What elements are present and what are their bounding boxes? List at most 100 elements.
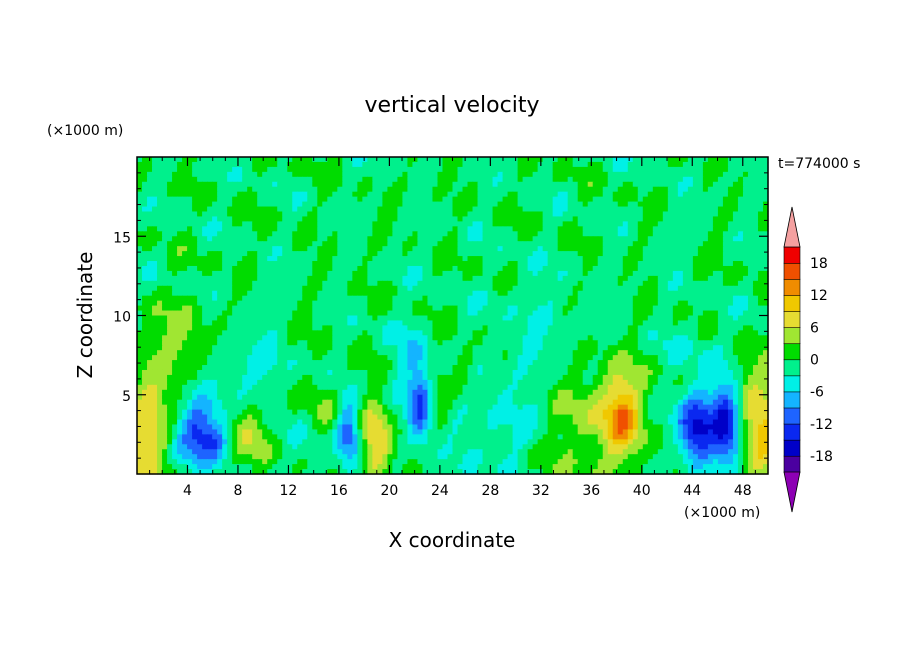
contour-cell (577, 231, 584, 237)
contour-cell (527, 270, 534, 277)
contour-cell (347, 166, 353, 173)
contour-cell (712, 221, 719, 227)
contour-cell (192, 176, 198, 183)
contour-cell (302, 191, 308, 198)
contour-cell (457, 157, 464, 163)
contour-cell (742, 285, 749, 292)
contour-cell (437, 256, 444, 262)
contour-cell (512, 226, 519, 232)
contour-cell (667, 241, 674, 247)
contour-cell (237, 345, 243, 351)
contour-cell (162, 201, 168, 208)
contour-cell (657, 280, 664, 287)
contour-cell (487, 221, 494, 227)
contour-cell (142, 345, 148, 351)
contour-cell (347, 231, 353, 237)
contour-cell (262, 285, 268, 292)
contour-cell (152, 275, 158, 282)
contour-cell (207, 275, 213, 282)
contour-cell (412, 295, 419, 302)
contour-cell (462, 325, 469, 331)
contour-cell (152, 231, 158, 237)
contour-cell (157, 315, 163, 322)
contour-cell (642, 186, 649, 193)
contour-cell (442, 300, 449, 307)
contour-cell (227, 181, 233, 188)
contour-cell (177, 310, 183, 317)
contour-cell (282, 226, 288, 232)
contour-cell (537, 181, 544, 188)
contour-cell (642, 246, 649, 252)
contour-cell (572, 265, 579, 272)
contour-cell (342, 216, 348, 222)
contour-cell (567, 295, 574, 302)
contour-cell (432, 241, 439, 247)
contour-cell (707, 196, 714, 203)
contour-cell (317, 280, 323, 287)
contour-cell (627, 157, 634, 163)
contour-cell (197, 241, 203, 247)
contour-cell (502, 340, 509, 346)
contour-cell (432, 265, 439, 272)
contour-cell (527, 196, 534, 203)
contour-cell (682, 280, 689, 287)
contour-cell (472, 181, 479, 188)
contour-cell (222, 201, 228, 208)
contour-cell (712, 275, 719, 282)
contour-cell (362, 216, 368, 222)
contour-cell (412, 261, 419, 267)
contour-cell (652, 270, 659, 277)
contour-cell (487, 166, 494, 173)
contour-cell (182, 236, 188, 242)
contour-cell (262, 236, 268, 242)
contour-cell (292, 280, 298, 287)
contour-cell (687, 206, 694, 213)
contour-cell (337, 340, 343, 346)
contour-cell (407, 345, 414, 351)
contour-cell (362, 340, 368, 346)
contour-cell (507, 246, 514, 252)
contour-cell (342, 315, 348, 322)
contour-cell (397, 176, 404, 183)
contour-cell (167, 280, 173, 287)
contour-cell (327, 186, 333, 193)
contour-cell (152, 295, 158, 302)
contour-cell (247, 261, 253, 267)
contour-cell (387, 345, 394, 351)
contour-cell (377, 201, 383, 208)
contour-cell (702, 216, 709, 222)
contour-cell (542, 280, 549, 287)
contour-cell (467, 176, 474, 183)
contour-cell (437, 345, 444, 351)
contour-cell (487, 181, 494, 188)
contour-cell (217, 275, 223, 282)
contour-cell (712, 261, 719, 267)
contour-cell (722, 191, 729, 198)
contour-cell (157, 236, 163, 242)
contour-cell (442, 161, 449, 168)
contour-cell (742, 157, 749, 163)
contour-cell (547, 256, 554, 262)
contour-cell (277, 325, 283, 331)
contour-cell (607, 305, 614, 312)
contour-cell (607, 176, 614, 183)
contour-cell (597, 335, 604, 341)
contour-cell (447, 206, 454, 213)
contour-cell (492, 261, 499, 267)
contour-cell (437, 330, 444, 336)
contour-cell (482, 186, 489, 193)
contour-cell (527, 206, 534, 213)
contour-cell (712, 231, 719, 237)
contour-cell (377, 261, 383, 267)
contour-cell (202, 186, 208, 193)
contour-cell (627, 295, 634, 302)
contour-cell (402, 211, 409, 218)
contour-cell (707, 186, 714, 193)
contour-cell (717, 196, 724, 203)
contour-cell (502, 201, 509, 208)
contour-cell (172, 305, 178, 312)
contour-cell (432, 231, 439, 237)
contour-cell (612, 300, 619, 307)
contour-cell (717, 345, 724, 351)
contour-cell (637, 231, 644, 237)
